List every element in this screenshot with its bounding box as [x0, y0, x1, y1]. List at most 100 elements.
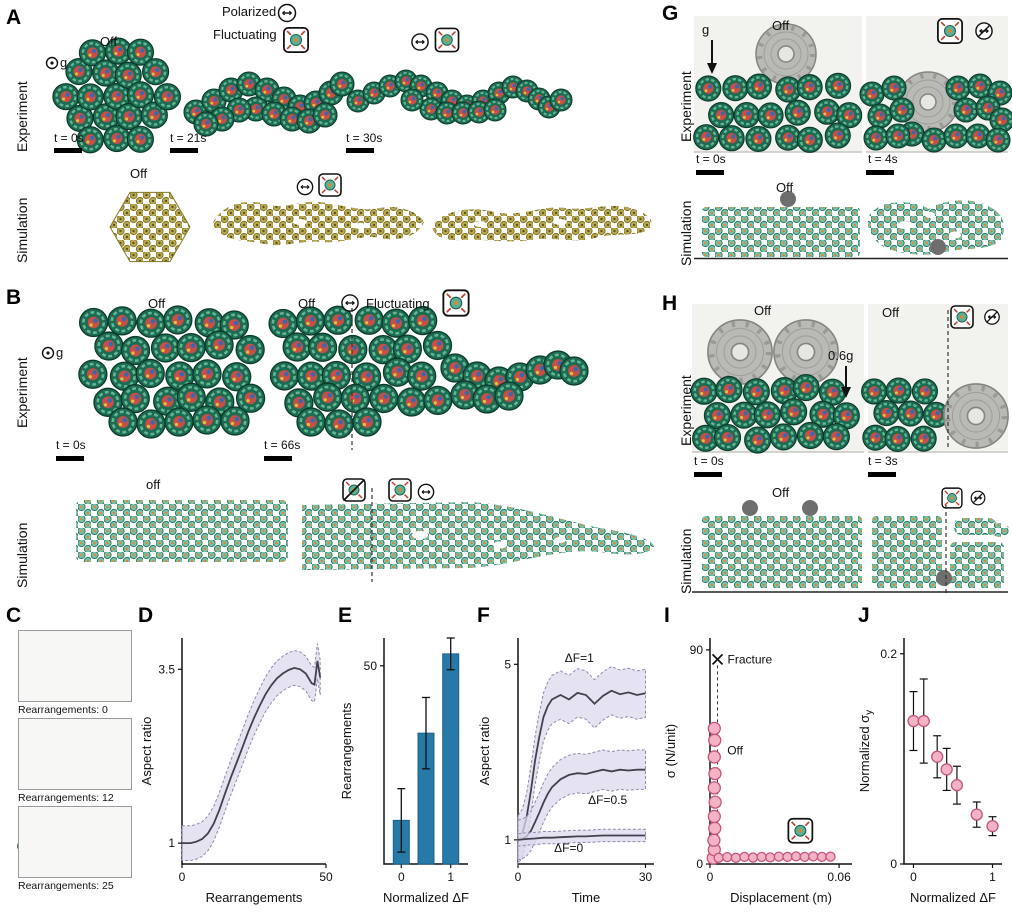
sim-broken-piece [991, 523, 1009, 537]
chart-D: 1 3.5 0 50 Rearrangements Aspect ratio [139, 638, 333, 905]
cluster-B-t0 [77, 304, 266, 440]
cluster-B-t66 [267, 304, 590, 440]
robot [134, 358, 166, 389]
row-label-simulation-B: Simulation [14, 522, 30, 588]
robot [78, 307, 109, 338]
y-tick-label: 1 [168, 836, 175, 850]
robot [942, 122, 970, 150]
panel-letter-D: D [138, 604, 154, 627]
robot [796, 73, 824, 101]
fluctuating-icon [787, 817, 814, 844]
data-point [708, 821, 722, 835]
data-point [707, 833, 721, 847]
robot [692, 123, 720, 151]
robot [295, 305, 326, 337]
robot [493, 380, 525, 412]
confidence-band [181, 643, 321, 861]
robot [743, 425, 772, 455]
y-axis-label: Normalized σy [857, 710, 875, 792]
scale-bar [346, 148, 374, 153]
rearrangement-caption-2: Rearrangements: 25 [18, 880, 114, 892]
x-tick-label: 50 [319, 870, 333, 884]
y-axis-label: Rearrangements [339, 702, 354, 799]
robot [107, 406, 139, 438]
scale-bar [54, 148, 82, 153]
sim-rectangle [76, 500, 288, 562]
robot [872, 399, 901, 427]
robot [153, 82, 182, 111]
time-label: t = 4s [868, 152, 898, 166]
sim-weight [802, 500, 818, 516]
gravity-out-of-plane-icon [50, 61, 54, 65]
data-point [708, 766, 722, 781]
x-tick-label: 1 [989, 870, 996, 884]
data-point [722, 851, 733, 863]
fluctuating-label-B: Fluctuating [366, 296, 430, 311]
robot [791, 373, 821, 402]
time-label: t = 0s [54, 131, 84, 145]
data-point [917, 714, 930, 728]
x-tick-label: 0 [910, 870, 917, 884]
data-point [931, 750, 944, 763]
robot [858, 80, 886, 108]
robot [822, 422, 851, 451]
rearrangement-caption-0: Rearrangements: 0 [18, 704, 108, 716]
time-label: t = 3s [868, 454, 898, 468]
panel-letter-F: F [477, 604, 490, 627]
robot [203, 329, 235, 361]
data-point [986, 820, 999, 833]
robot [796, 126, 824, 154]
series-label: ΔF=0 [554, 841, 583, 855]
cluster-H-t0 [689, 373, 861, 455]
scale-bar [868, 472, 896, 477]
robot [824, 72, 852, 100]
sim-broken-blob [867, 200, 1005, 255]
data-point [782, 851, 793, 863]
polarized-icon [411, 33, 429, 51]
scale-bar [170, 148, 198, 153]
fracture-label: Fracture [728, 652, 773, 666]
series-label: ΔF=1 [565, 651, 594, 665]
tear [412, 531, 428, 539]
y-tick-label: 5 [504, 657, 511, 671]
robot [813, 98, 841, 126]
weight-disk [944, 384, 1008, 448]
row-label-simulation-A: Simulation [14, 197, 30, 263]
row-label-simulation-H: Simulation [678, 528, 694, 594]
robot [718, 124, 746, 152]
sim-off-label-A: Off [130, 166, 148, 181]
fracture-marker [711, 653, 724, 666]
sim-rectangle [872, 516, 942, 588]
tear [293, 219, 307, 225]
robot [422, 330, 453, 361]
series-line [517, 834, 646, 841]
annotation: Off [727, 744, 743, 758]
sim-blob [432, 205, 652, 242]
tear [493, 541, 507, 549]
x-tick-label: 0.06 [827, 870, 851, 884]
data-point [950, 779, 964, 792]
sim-rectangle [702, 207, 860, 257]
robot [558, 355, 590, 387]
off-label-A: Off [100, 34, 118, 49]
robot [862, 124, 890, 152]
x-tick-label: 0 [707, 870, 714, 884]
fluctuating-icon [937, 18, 963, 44]
legend-polarized-label: Polarized [222, 4, 277, 19]
data-point [713, 852, 724, 863]
fluctuating-icon [318, 173, 342, 197]
off-label-G: Off [772, 18, 790, 33]
gravity-arrow-head [707, 63, 717, 74]
gravity-label-A: g [60, 55, 68, 70]
gravity-label-G: g [702, 22, 710, 37]
polarized-icon [277, 3, 297, 23]
fluctuating-icon [283, 27, 309, 53]
y-tick-label: 50 [364, 659, 378, 673]
gravity-arrow-head [841, 387, 851, 398]
x-tick-label: 30 [639, 870, 653, 884]
polarized-icon [296, 178, 314, 196]
robot [920, 126, 948, 154]
robot [135, 307, 167, 339]
time-label: t = 0s [694, 454, 724, 468]
